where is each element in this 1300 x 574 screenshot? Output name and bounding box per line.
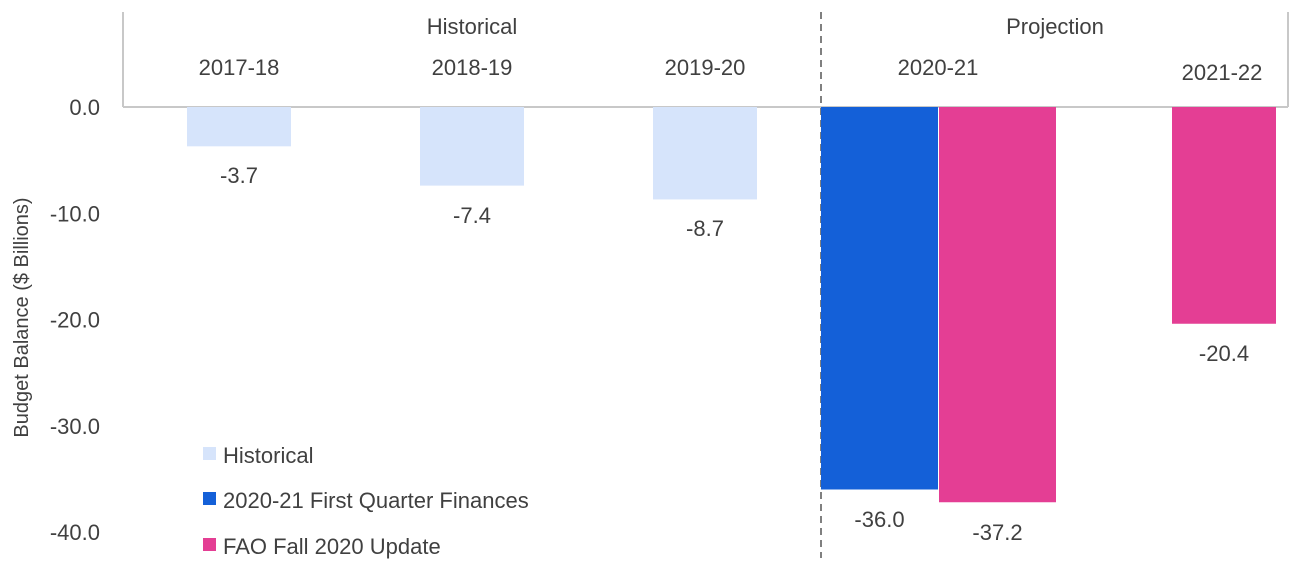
data-label: -37.2 <box>972 520 1022 545</box>
bar-2019-20-s0 <box>653 107 757 200</box>
data-label: -36.0 <box>854 507 904 532</box>
data-label: -20.4 <box>1199 341 1249 366</box>
legend-label: 2020-21 First Quarter Finances <box>223 488 529 513</box>
y-tick-label: -10.0 <box>50 201 100 226</box>
y-tick-label: 0.0 <box>69 95 100 120</box>
y-tick-label: -40.0 <box>50 520 100 545</box>
category-label: 2020-21 <box>898 55 979 80</box>
legend-swatch <box>203 447 216 460</box>
bar-2018-19-s0 <box>420 107 524 186</box>
y-axis-label: Budget Balance ($ Billions) <box>11 197 33 437</box>
category-label: 2017-18 <box>199 55 280 80</box>
y-tick-label: -20.0 <box>50 308 100 333</box>
section-label-historical: Historical <box>427 14 517 39</box>
category-label: 2018-19 <box>432 55 513 80</box>
legend-swatch <box>203 538 216 551</box>
legend-swatch <box>203 492 216 505</box>
y-tick-label: -30.0 <box>50 414 100 439</box>
data-label: -8.7 <box>686 216 724 241</box>
bar-2020-21-s1 <box>821 107 938 490</box>
legend-label: Historical <box>223 443 313 468</box>
bar-2020-21-s2 <box>939 107 1056 503</box>
legend-label: FAO Fall 2020 Update <box>223 534 441 559</box>
bar-2017-18-s0 <box>187 107 291 147</box>
category-label: 2021-22 <box>1182 60 1263 85</box>
category-label: 2019-20 <box>665 55 746 80</box>
section-label-projection: Projection <box>1006 14 1104 39</box>
data-label: -3.7 <box>220 163 258 188</box>
bar-2021-22-s2 <box>1172 107 1276 324</box>
data-label: -7.4 <box>453 203 491 228</box>
